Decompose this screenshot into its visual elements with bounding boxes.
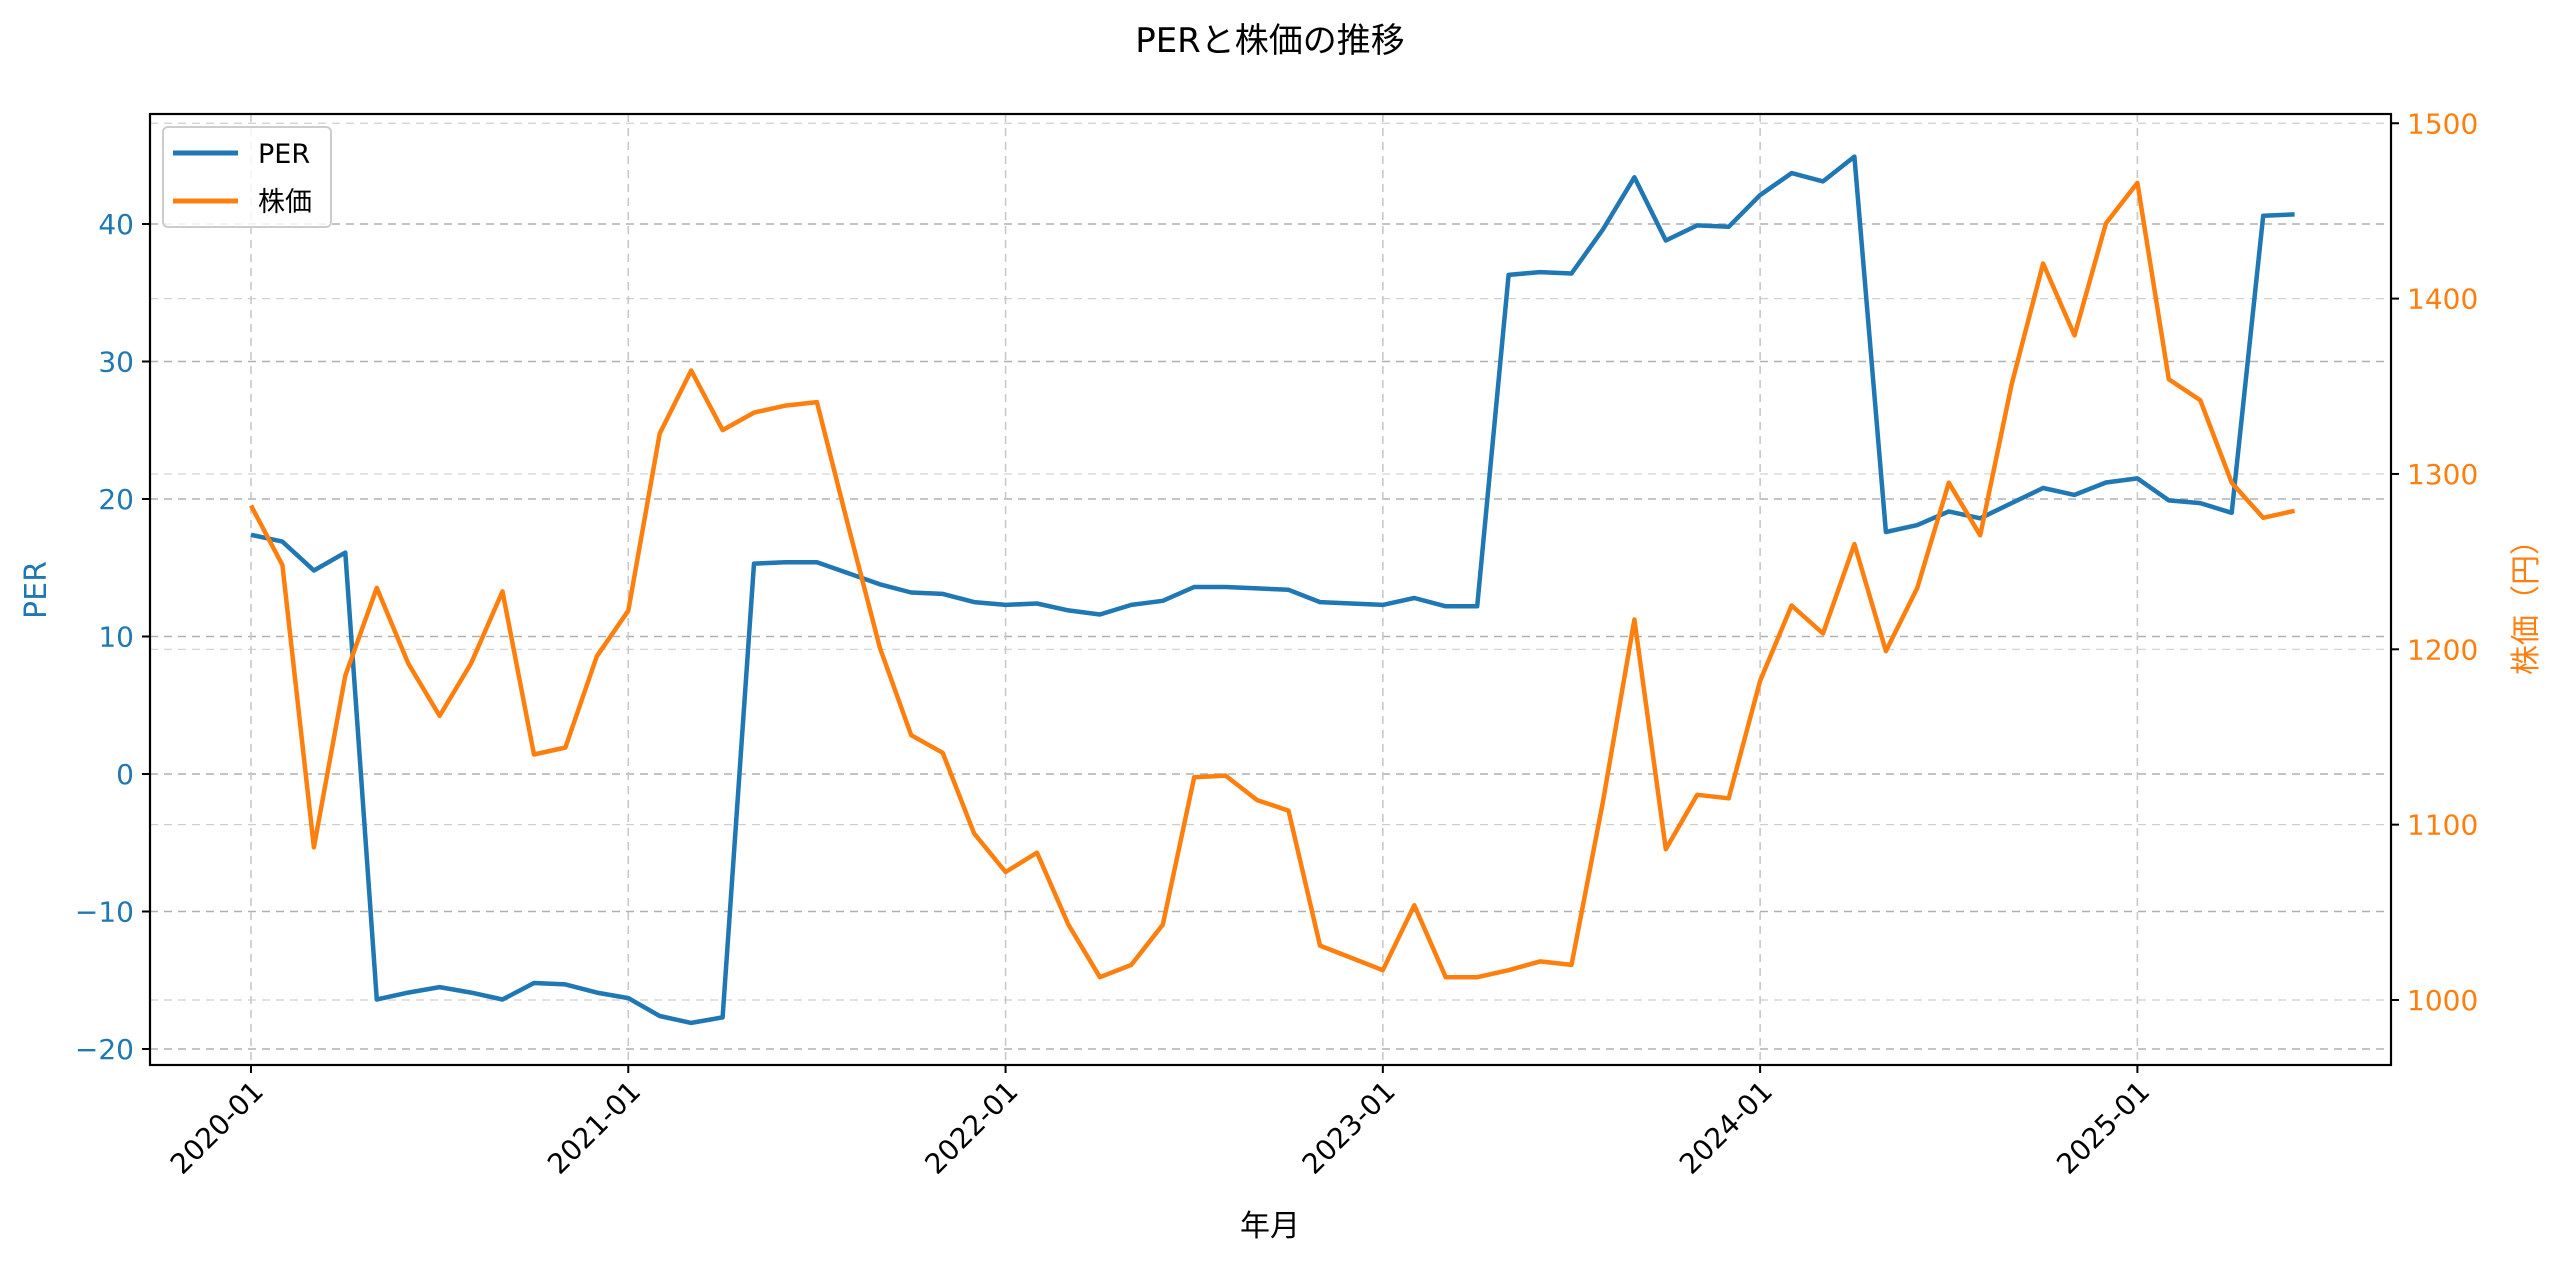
per-line: [250, 154, 2295, 1026]
left-tick-label: 20: [98, 483, 134, 516]
x-tick-label: 2024-01: [1673, 1075, 1779, 1181]
left-tick-label: −10: [75, 896, 134, 929]
x-tick-label: 2025-01: [2050, 1075, 2156, 1181]
left-tick-label: −20: [75, 1033, 134, 1066]
left-tick-label: 0: [116, 758, 134, 791]
x-axis: 2020-01 2021-01 2022-01 2023-01 2024-01 2025-…: [164, 1065, 2156, 1181]
x-tick-label: 2023-01: [1296, 1075, 1402, 1181]
right-tick-label: 1300: [2407, 458, 2478, 491]
left-tick-label: 30: [98, 346, 134, 379]
right-tick-label: 1000: [2407, 984, 2478, 1017]
right-y-axis: 1000 1100 1200 1300 1400 1500: [2391, 107, 2478, 1017]
x-axis-label: 年月: [1240, 1209, 1300, 1244]
left-tick-label: 10: [98, 621, 134, 654]
price-line: [249, 180, 2296, 980]
right-tick-label: 1400: [2407, 283, 2478, 316]
x-tick-label: 2021-01: [541, 1075, 647, 1181]
right-tick-label: 1500: [2407, 107, 2478, 140]
x-tick-label: 2022-01: [918, 1075, 1024, 1181]
chart-title: PERと株価の推移: [1135, 21, 1405, 61]
x-tick-label: 2020-01: [164, 1075, 270, 1181]
plot-frame: [148, 112, 2393, 1067]
legend: PER 株価: [162, 126, 332, 228]
plot-series: [249, 154, 2296, 1026]
right-tick-label: 1100: [2407, 809, 2478, 842]
left-y-axis-label: PER: [19, 561, 54, 619]
legend-per-label: PER: [258, 139, 310, 170]
left-y-axis: −20 −10 0 10 20 30 40: [75, 208, 150, 1066]
right-tick-label: 1200: [2407, 633, 2478, 666]
right-y-axis-label: 株価（円）: [2509, 525, 2544, 675]
left-tick-label: 40: [98, 208, 134, 241]
legend-price-label: 株価: [258, 187, 312, 218]
